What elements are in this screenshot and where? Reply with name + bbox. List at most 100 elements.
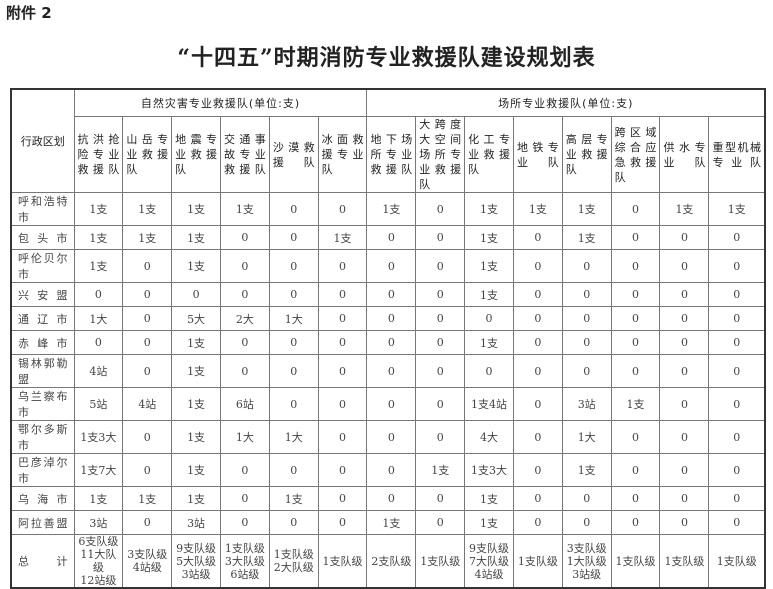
table-cell: 0 [219,330,270,355]
total-cell: 2支队级 [366,534,417,589]
table-cell: 1支 [171,387,221,421]
attachment-label: 附件 2 [6,4,52,22]
table-cell: 1支 [415,453,466,487]
column-header: 高层专业救援队 [561,116,612,193]
table-cell: 5大 [171,306,221,331]
table-cell: 1支 [708,192,766,226]
table-cell: 1支 [73,486,124,511]
table-cell: 1支 [171,249,221,283]
table-cell: 0 [366,282,417,307]
table-cell: 1支 [268,486,319,511]
table-cell: 0 [366,420,417,454]
table-cell: 5站 [73,387,124,421]
table-cell: 0 [415,306,466,331]
table-cell: 1支 [464,249,514,283]
region-name: 兴安盟 [10,282,75,307]
column-header-label: 沙漠救援队 [272,140,315,169]
region-name: 赤峰市 [10,330,75,355]
table-cell: 0 [512,330,563,355]
table-cell: 0 [415,486,466,511]
table-cell: 0 [317,354,368,388]
region-name: 阿拉善盟 [10,510,75,535]
table-cell: 0 [708,330,766,355]
table-cell: 1支7大 [73,453,124,487]
table-cell: 0 [610,192,661,226]
table-cell: 0 [219,486,270,511]
table-cell: 1支 [122,192,173,226]
table-cell: 0 [317,486,368,511]
table-cell: 1支 [464,192,514,226]
column-header-label: 山岳专业救援队 [126,133,169,176]
table-cell: 0 [268,282,319,307]
table-cell: 4站 [73,354,124,388]
table-cell: 1大 [561,420,612,454]
table-cell: 0 [659,510,710,535]
column-header: 大跨度大空间场所专业救援队 [415,116,466,193]
table-cell: 0 [415,249,466,283]
table-row: 锡林郭勒盟 4站 0 1支 0 0 0 0 0 0 0 0 0 0 0 [10,354,766,388]
table-cell: 0 [659,306,710,331]
table-cell: 0 [317,510,368,535]
table-cell: 0 [561,486,612,511]
table-cell: 1支 [219,192,270,226]
region-header: 行政区划 [10,88,75,193]
table-cell: 0 [122,354,173,388]
column-header-label: 抗洪抢险专业救援队 [77,133,120,176]
table-cell: 0 [512,306,563,331]
table-cell: 0 [268,354,319,388]
table-cell: 0 [610,354,661,388]
table-cell: 0 [73,282,124,307]
table-cell: 0 [512,225,563,250]
table-cell: 0 [415,354,466,388]
table-cell: 0 [366,453,417,487]
total-cell: 1支队级 [708,534,766,589]
region-name: 锡林郭勒盟 [10,354,75,388]
table-row: 包头市 1支 1支 1支 0 0 1支 0 0 1支 0 1支 0 0 0 [10,225,766,250]
total-cell: 9支队级 5大队级 3站级 [171,534,221,589]
table-cell: 0 [73,330,124,355]
table-cell: 0 [610,420,661,454]
table-cell: 0 [268,453,319,487]
total-cell: 6支队级 11大队级 12站级 [73,534,124,589]
table-cell: 0 [122,330,173,355]
column-header: 沙漠救援队 [268,116,319,193]
total-cell: 1支队级 [317,534,368,589]
table-cell: 1支 [171,192,221,226]
table-cell: 1支 [464,330,514,355]
table-cell: 2大 [219,306,270,331]
table-cell: 0 [219,249,270,283]
column-header-label: 冰面救援专业队 [321,133,364,176]
page-title: “十四五”时期消防专业救援队建设规划表 [177,45,596,71]
table-cell: 0 [366,354,417,388]
table-cell: 6站 [219,387,270,421]
column-header-label: 交通事故专业救援队 [223,133,266,176]
table-cell: 0 [708,486,766,511]
table-cell: 0 [610,510,661,535]
table-cell: 0 [219,510,270,535]
table-cell: 0 [366,486,417,511]
table-cell: 1支 [171,330,221,355]
total-cell: 3支队级 4站级 [122,534,173,589]
region-name: 巴彦淖尔市 [10,453,75,487]
column-header: 化工专业救援队 [464,116,514,193]
column-header-label: 高层专业救援队 [565,133,608,176]
table-cell: 0 [366,330,417,355]
table-cell: 0 [708,306,766,331]
table-cell: 1支 [659,192,710,226]
table-row: 乌海市 1支 1支 1支 0 1支 0 0 0 1支 0 0 0 0 0 [10,486,766,511]
table-row: 巴彦淖尔市 1支7大 0 1支 0 0 0 0 1支 1支3大 0 1支 0 0 0 [10,453,766,487]
total-cell: 9支队级 7大队级 4站级 [464,534,514,589]
table-row: 兴安盟 0 0 0 0 0 0 0 0 1支 0 0 0 0 0 [10,282,766,307]
table-row: 阿拉善盟 3站 0 3站 0 0 0 1支 0 1支 0 0 0 0 0 [10,510,766,535]
table-cell: 0 [415,192,466,226]
table-cell: 0 [317,306,368,331]
total-cell: 1支队级 2大队级 [268,534,319,589]
table-cell: 1支 [171,486,221,511]
table-cell: 0 [610,249,661,283]
table-cell: 1支 [366,192,417,226]
table-cell: 0 [415,420,466,454]
table-row: 呼和浩特市 1支 1支 1支 1支 0 0 1支 0 1支 1支 1支 0 1支 1支 [10,192,766,226]
total-cell: 1支队级 [415,534,466,589]
table-cell: 0 [122,420,173,454]
table-cell: 0 [219,282,270,307]
